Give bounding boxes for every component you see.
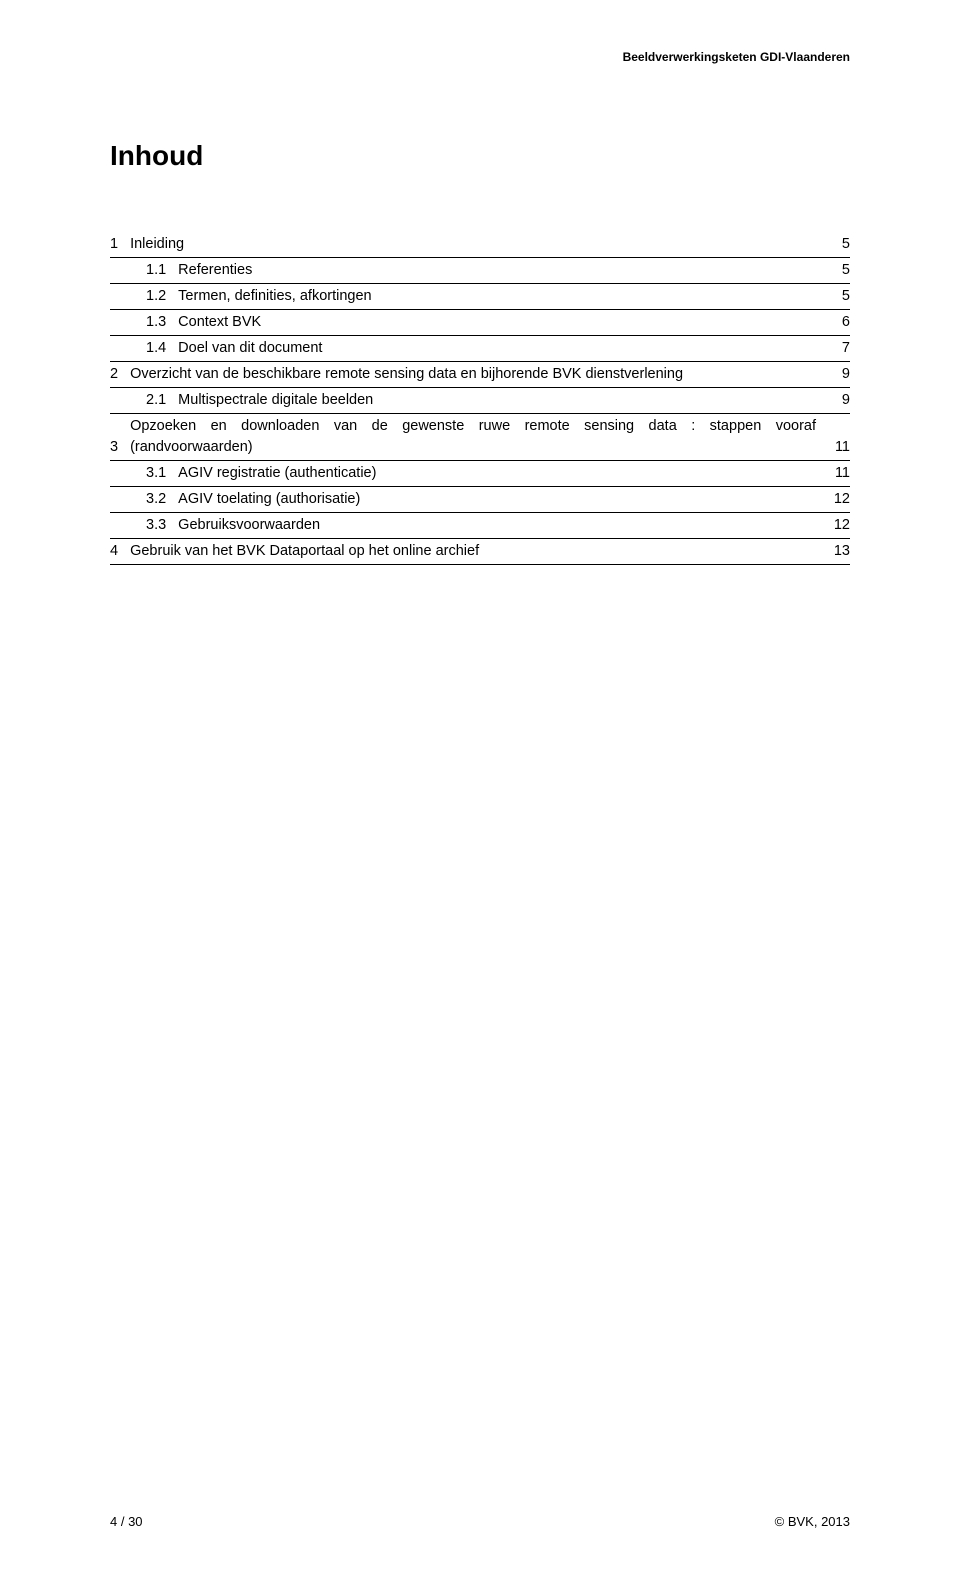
toc-entry: 2 Overzicht van de beschikbare remote se…: [110, 362, 850, 388]
toc-entry: 1 Inleiding 5: [110, 232, 850, 258]
toc-number: 2: [110, 364, 130, 385]
page: Beeldverwerkingsketen GDI-Vlaanderen Inh…: [0, 0, 960, 1579]
toc-number: 3.3: [146, 515, 178, 536]
toc-number: 2.1: [146, 390, 178, 411]
toc-entry: 3 Opzoeken en downloaden van de gewenste…: [110, 414, 850, 461]
toc-text: AGIV toelating (authorisatie): [178, 489, 826, 510]
toc-number: 4: [110, 541, 130, 562]
toc-number: 1.4: [146, 338, 178, 359]
toc-text: Overzicht van de beschikbare remote sens…: [130, 364, 826, 385]
toc-number: 1.1: [146, 260, 178, 281]
toc-page: 9: [826, 390, 850, 411]
toc-entry: 1.2 Termen, definities, afkortingen 5: [110, 284, 850, 310]
toc-number: 1: [110, 234, 130, 255]
toc-page: 9: [826, 364, 850, 385]
toc-text: Inleiding: [130, 234, 826, 255]
toc-number: 3.2: [146, 489, 178, 510]
toc-number: 3: [110, 437, 130, 458]
toc-number: 3.1: [146, 463, 178, 484]
toc-page: 13: [826, 541, 850, 562]
toc-entry: 3.3 Gebruiksvoorwaarden 12: [110, 513, 850, 539]
toc-page: 11: [826, 437, 850, 458]
toc-page: 7: [826, 338, 850, 359]
toc-entry: 1.4 Doel van dit document 7: [110, 336, 850, 362]
toc-page: 12: [826, 489, 850, 510]
toc-text: Referenties: [178, 260, 826, 281]
toc-number: 1.3: [146, 312, 178, 333]
toc-text: Doel van dit document: [178, 338, 826, 359]
toc-entry: 1.3 Context BVK 6: [110, 310, 850, 336]
table-of-contents: 1 Inleiding 5 1.1 Referenties 5 1.2 Term…: [110, 232, 850, 565]
toc-page: 5: [826, 286, 850, 307]
toc-text: Termen, definities, afkortingen: [178, 286, 826, 307]
footer-copyright: © BVK, 2013: [775, 1514, 850, 1529]
toc-page: 12: [826, 515, 850, 536]
footer-page-indicator: 4 / 30: [110, 1514, 143, 1529]
toc-entry: 1.1 Referenties 5: [110, 258, 850, 284]
toc-text: Opzoeken en downloaden van de gewenste r…: [130, 416, 826, 458]
toc-entry: 2.1 Multispectrale digitale beelden 9: [110, 388, 850, 414]
toc-text: Multispectrale digitale beelden: [178, 390, 826, 411]
toc-text: Gebruik van het BVK Dataportaal op het o…: [130, 541, 826, 562]
toc-text: Gebruiksvoorwaarden: [178, 515, 826, 536]
toc-text: AGIV registratie (authenticatie): [178, 463, 826, 484]
toc-page: 5: [826, 260, 850, 281]
running-header: Beeldverwerkingsketen GDI-Vlaanderen: [623, 50, 850, 64]
toc-page: 5: [826, 234, 850, 255]
page-footer: 4 / 30 © BVK, 2013: [110, 1514, 850, 1529]
page-title: Inhoud: [110, 140, 850, 172]
toc-page: 6: [826, 312, 850, 333]
toc-entry: 4 Gebruik van het BVK Dataportaal op het…: [110, 539, 850, 565]
toc-entry: 3.2 AGIV toelating (authorisatie) 12: [110, 487, 850, 513]
toc-number: 1.2: [146, 286, 178, 307]
toc-page: 11: [826, 463, 850, 484]
toc-entry: 3.1 AGIV registratie (authenticatie) 11: [110, 461, 850, 487]
toc-text: Context BVK: [178, 312, 826, 333]
